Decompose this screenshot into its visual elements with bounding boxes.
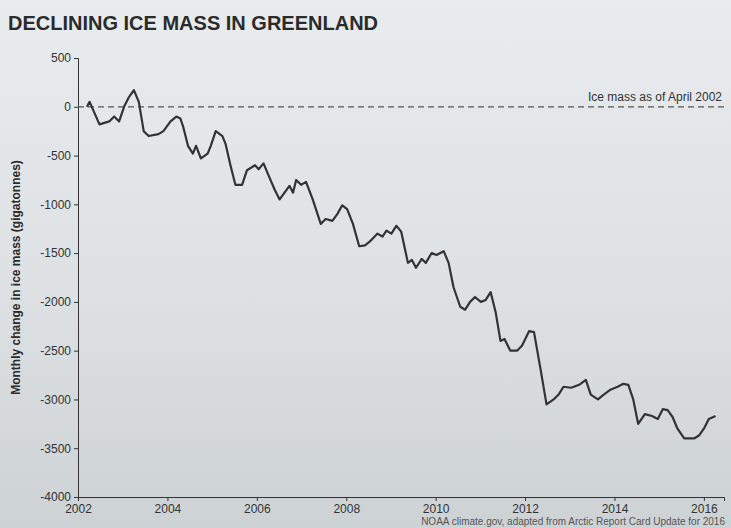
y-tick: -4000 (40, 490, 78, 504)
y-tick-label: -3500 (40, 442, 71, 456)
x-tick: 2016 (691, 497, 718, 516)
x-tick: 2010 (423, 497, 450, 516)
source: NOAA climate.gov, adapted from Arctic Re… (421, 516, 725, 527)
x-tick-mark (614, 497, 615, 501)
x-tick-label: 2006 (244, 502, 271, 516)
ice-mass-line (87, 90, 716, 438)
y-tick: 500 (51, 51, 78, 65)
y-tick-label: -1000 (40, 198, 71, 212)
y-tick: -3500 (40, 442, 78, 456)
x-tick-label: 2010 (423, 502, 450, 516)
annotation: Ice mass as of April 2002 (588, 90, 722, 104)
y-tick-label: -500 (47, 149, 71, 163)
x-tick: 2006 (244, 497, 271, 516)
x-axis-line (79, 498, 725, 502)
plot-area (78, 90, 724, 438)
x-tick-mark (167, 497, 168, 501)
y-tick-mark (74, 497, 78, 498)
y-tick: 0 (64, 100, 78, 114)
x-tick-mark (257, 497, 258, 501)
x-tick-mark (704, 497, 705, 501)
y-tick-label: -1500 (40, 246, 71, 260)
y-tick-mark (74, 448, 78, 449)
y-axis-line (74, 59, 79, 498)
reference-line (78, 106, 724, 107)
y-tick-mark (74, 156, 78, 157)
y-tick-mark (74, 302, 78, 303)
y-tick-label: -2000 (40, 295, 71, 309)
y-tick-mark (74, 204, 78, 205)
y-axis-title: Monthly change in ice mass (gigatonnes) (9, 160, 23, 395)
y-tick-mark (74, 253, 78, 254)
y-tick: -2000 (40, 295, 78, 309)
y-tick-label: -2500 (40, 344, 71, 358)
chart: 20022004200620082010201220142016-4000-35… (0, 0, 731, 528)
y-tick: -2500 (40, 344, 78, 358)
y-tick: -1000 (40, 198, 78, 212)
x-tick-label: 2004 (155, 502, 182, 516)
title: DECLINING ICE MASS IN GREENLAND (8, 12, 378, 34)
y-tick-label: -3000 (40, 393, 71, 407)
x-tick: 2014 (602, 497, 629, 516)
x-tick-mark (436, 497, 437, 501)
y-tick-mark (74, 399, 78, 400)
x-tick: 2012 (512, 497, 539, 516)
y-tick-mark (74, 58, 78, 59)
x-tick: 2008 (333, 497, 360, 516)
x-tick-label: 2012 (512, 502, 539, 516)
x-tick-label: 2016 (691, 502, 718, 516)
y-tick-label: 0 (64, 100, 71, 114)
y-axis: -4000 -3500 -3000 -2500 -2000 -1500 -1000 -500 0… (40, 51, 78, 504)
x-tick-mark (346, 497, 347, 501)
background (0, 0, 731, 528)
x-tick-label: 2008 (333, 502, 360, 516)
y-tick: -3000 (40, 393, 78, 407)
x-axis: 20022004200620082010201220142016 (65, 497, 724, 516)
y-tick: -500 (47, 149, 78, 163)
x-tick-mark (525, 497, 526, 501)
y-tick-label: 500 (51, 51, 71, 65)
x-tick-label: 2014 (602, 502, 629, 516)
y-tick-mark (74, 351, 78, 352)
y-tick-mark (74, 107, 78, 108)
x-tick: 2004 (155, 497, 182, 516)
y-tick-label: -4000 (40, 490, 71, 504)
y-tick: -1500 (40, 246, 78, 260)
